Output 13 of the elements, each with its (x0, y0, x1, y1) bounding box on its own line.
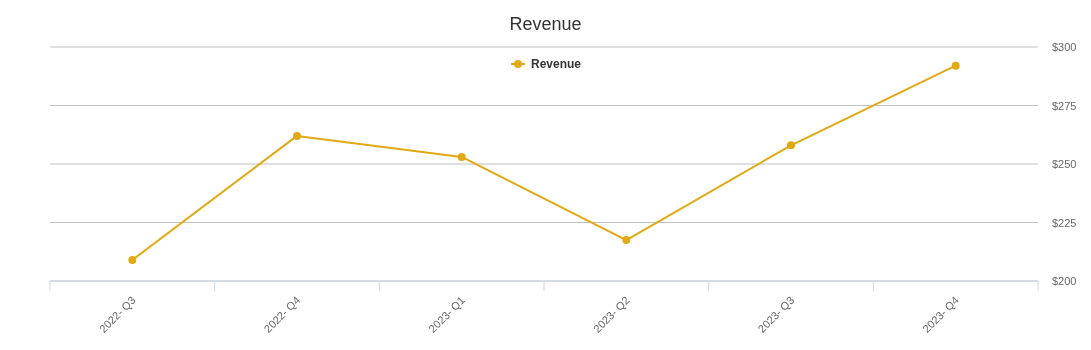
y-tick-label: $250 (1052, 158, 1077, 170)
point (787, 141, 795, 150)
y-tick-label: $300 (1052, 41, 1077, 53)
point (293, 131, 301, 140)
y-tick-label: $225 (1052, 216, 1077, 229)
legend-label: Revenue (531, 57, 582, 71)
point (951, 61, 960, 70)
chart-title: Revenue (509, 14, 582, 34)
y-tick-label: $275 (1052, 99, 1077, 112)
point (622, 236, 631, 245)
point (457, 152, 466, 161)
y-tick-label: $200 (1052, 275, 1077, 287)
point (128, 255, 137, 264)
